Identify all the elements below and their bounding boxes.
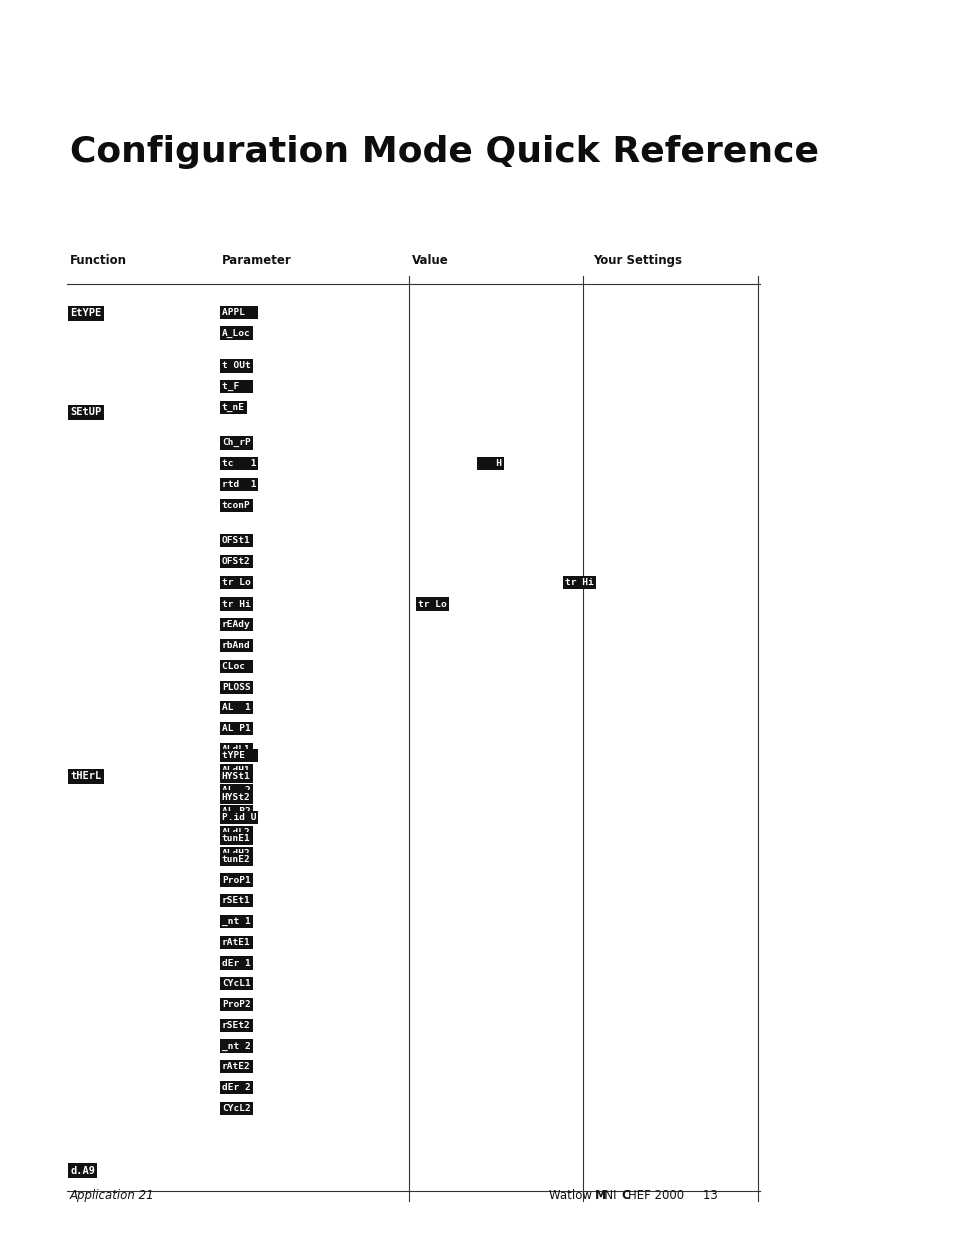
Text: INI: INI [601, 1189, 617, 1203]
Text: CLoc: CLoc [222, 662, 251, 671]
Text: AL  2: AL 2 [222, 787, 251, 795]
Text: PLOSS: PLOSS [222, 683, 251, 692]
Text: tr Hi: tr Hi [222, 599, 251, 609]
Text: rSEt1: rSEt1 [222, 897, 251, 905]
Text: tr Lo: tr Lo [418, 599, 447, 609]
Text: A_Loc: A_Loc [222, 329, 251, 337]
Text: rSEt2: rSEt2 [222, 1021, 251, 1030]
Text: ALdL1: ALdL1 [222, 745, 251, 753]
Text: CYcL2: CYcL2 [222, 1104, 251, 1113]
Text: ALdL2: ALdL2 [222, 827, 251, 837]
Text: Watlow: Watlow [549, 1189, 596, 1203]
Text: rEAdy: rEAdy [222, 620, 251, 630]
Text: tunE2: tunE2 [222, 855, 251, 863]
Text: ProP2: ProP2 [222, 1000, 251, 1009]
Text: SEtUP: SEtUP [70, 408, 101, 417]
Text: EtYPE: EtYPE [70, 309, 101, 319]
Text: OFSt2: OFSt2 [222, 557, 251, 566]
Text: AL P2: AL P2 [222, 808, 251, 816]
Text: AL  1: AL 1 [222, 704, 251, 713]
Text: M: M [595, 1189, 606, 1203]
Text: C: C [620, 1189, 630, 1203]
Text: tr Lo: tr Lo [222, 578, 251, 587]
Text: Function: Function [70, 254, 127, 267]
Text: Configuration Mode Quick Reference: Configuration Mode Quick Reference [70, 135, 819, 169]
Text: rtd  1: rtd 1 [222, 480, 256, 489]
Text: ALdH2: ALdH2 [222, 848, 251, 857]
Text: tYPE: tYPE [222, 751, 256, 760]
Text: H: H [478, 459, 501, 468]
Text: P.id U: P.id U [222, 814, 256, 823]
Text: HEF 2000     13: HEF 2000 13 [627, 1189, 717, 1203]
Text: dEr 1: dEr 1 [222, 958, 251, 967]
Text: tr Hi: tr Hi [564, 578, 593, 587]
Text: rAtE1: rAtE1 [222, 937, 251, 947]
Text: Ch_rP: Ch_rP [222, 438, 251, 447]
Text: ProP1: ProP1 [222, 876, 251, 884]
Text: HYSt1: HYSt1 [222, 772, 251, 781]
Text: OFSt1: OFSt1 [222, 536, 251, 545]
Text: rAtE2: rAtE2 [222, 1062, 251, 1072]
Text: tunE1: tunE1 [222, 834, 251, 844]
Text: _nt 2: _nt 2 [222, 1041, 251, 1051]
Text: t_F: t_F [222, 382, 251, 391]
Text: ALdH1: ALdH1 [222, 766, 251, 774]
Text: Application 21: Application 21 [70, 1189, 154, 1203]
Text: _nt 1: _nt 1 [222, 918, 251, 926]
Text: HYSt2: HYSt2 [222, 793, 251, 802]
Text: Parameter: Parameter [222, 254, 292, 267]
Text: t OUt: t OUt [222, 362, 251, 370]
Text: tHErL: tHErL [70, 771, 101, 782]
Text: d.A9: d.A9 [70, 1166, 95, 1176]
Text: Your Settings: Your Settings [593, 254, 681, 267]
Text: Value: Value [412, 254, 449, 267]
Text: tconP: tconP [222, 500, 251, 510]
Text: AL P1: AL P1 [222, 724, 251, 734]
Text: APPL: APPL [222, 308, 256, 316]
Text: CYcL1: CYcL1 [222, 979, 251, 988]
Text: t_nE: t_nE [222, 403, 245, 412]
Text: rbAnd: rbAnd [222, 641, 251, 650]
Text: dEr 2: dEr 2 [222, 1083, 251, 1092]
Text: tc   1: tc 1 [222, 459, 256, 468]
